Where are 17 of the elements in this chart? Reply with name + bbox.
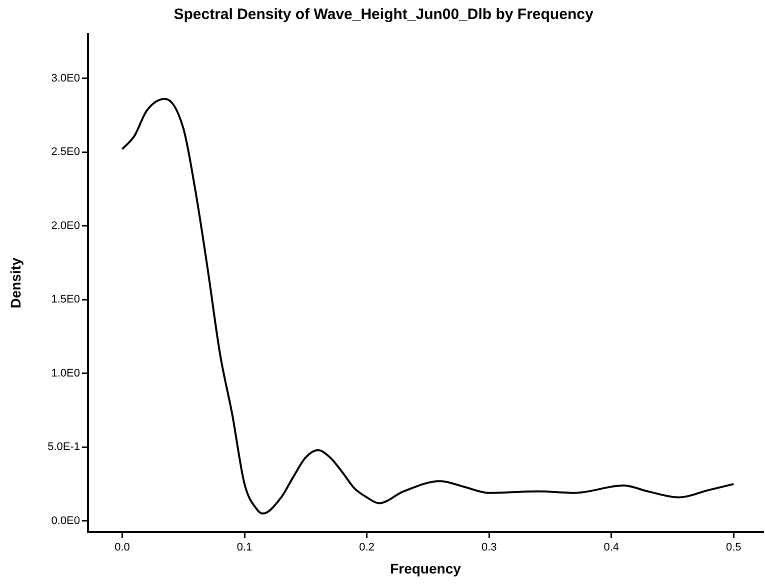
chart-title: Spectral Density of Wave_Height_Jun00_Dlb by Frequency	[174, 6, 594, 24]
x-tick-label: 0.1	[236, 542, 252, 554]
x-tick-label: 0.0	[114, 542, 130, 554]
x-tick-label: 0.3	[481, 542, 497, 554]
y-tick-label: 2.5E0	[51, 146, 80, 158]
x-tick-label: 0.4	[604, 542, 620, 554]
y-tick-label: 2.0E0	[51, 220, 80, 232]
y-tick-label: 1.5E0	[51, 294, 80, 306]
line-series	[121, 98, 735, 515]
x-tick-label: 0.5	[726, 542, 742, 554]
y-tick-label: 3.0E0	[51, 72, 80, 84]
x-tick-label: 0.2	[359, 542, 374, 554]
y-tick-label: 5.0E-1	[48, 441, 80, 454]
y-tick-label: 1.0E0	[51, 367, 80, 380]
y-axis-title: Density	[7, 258, 24, 308]
x-axis-title: Frequency	[390, 560, 462, 576]
y-tick-label: 0.0E0	[51, 514, 80, 527]
